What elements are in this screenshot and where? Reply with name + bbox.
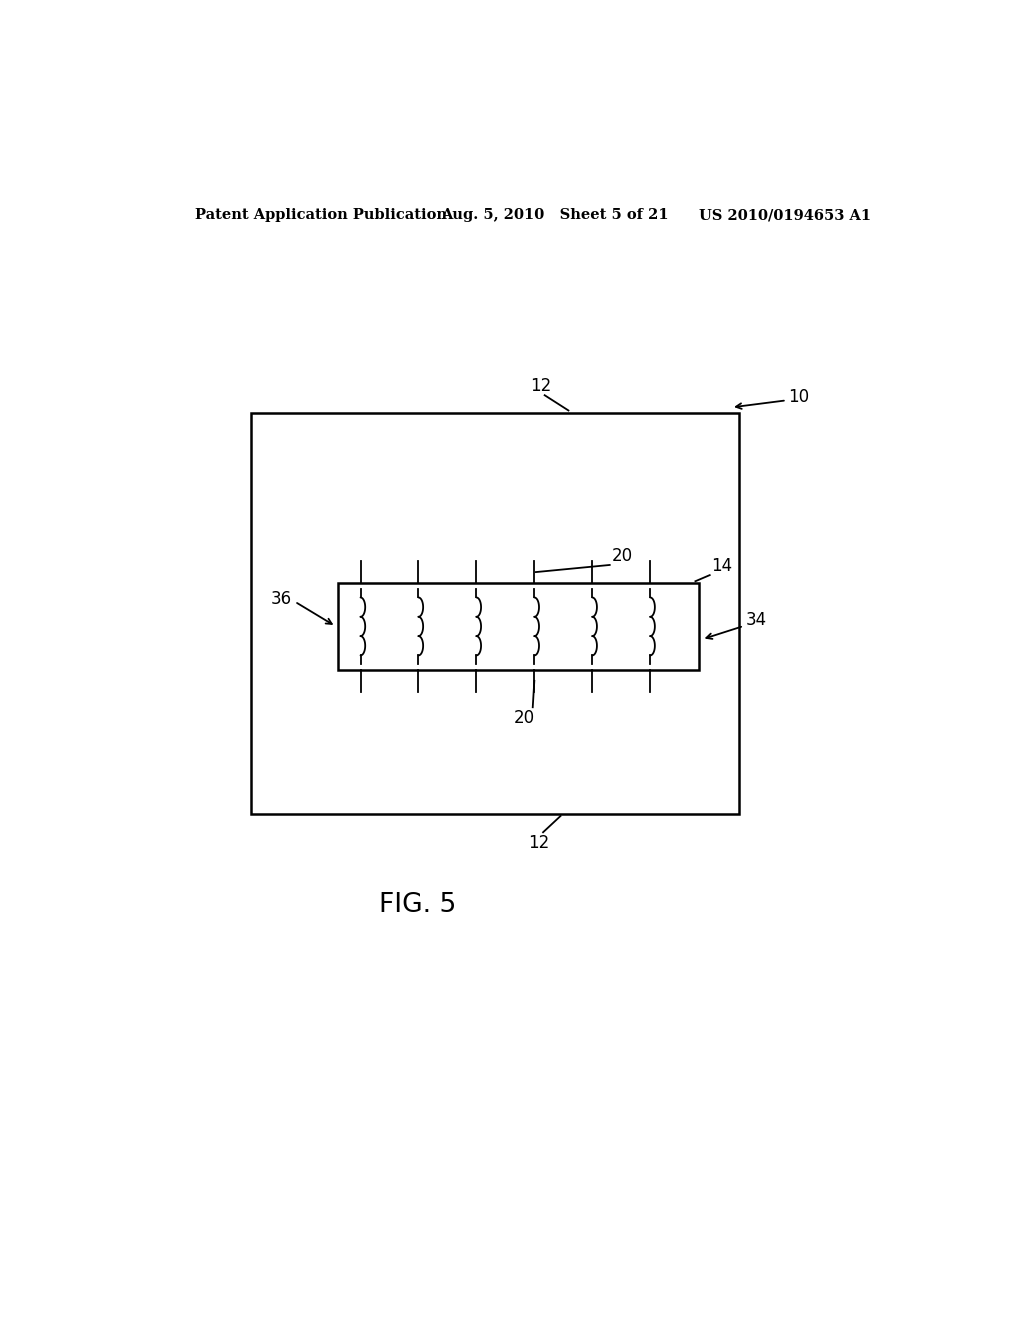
Text: Patent Application Publication: Patent Application Publication <box>196 209 447 222</box>
Bar <box>251 413 739 814</box>
Text: FIG. 5: FIG. 5 <box>379 892 457 919</box>
Text: 20: 20 <box>612 546 633 565</box>
Text: 14: 14 <box>712 557 732 576</box>
Text: 12: 12 <box>528 834 550 853</box>
Text: 34: 34 <box>745 611 767 628</box>
Text: Aug. 5, 2010   Sheet 5 of 21: Aug. 5, 2010 Sheet 5 of 21 <box>441 209 669 222</box>
Bar <box>338 583 699 669</box>
Text: 10: 10 <box>788 388 809 407</box>
Text: 36: 36 <box>271 590 292 607</box>
Text: 12: 12 <box>530 378 551 395</box>
Text: 20: 20 <box>514 709 536 727</box>
Text: US 2010/0194653 A1: US 2010/0194653 A1 <box>699 209 871 222</box>
